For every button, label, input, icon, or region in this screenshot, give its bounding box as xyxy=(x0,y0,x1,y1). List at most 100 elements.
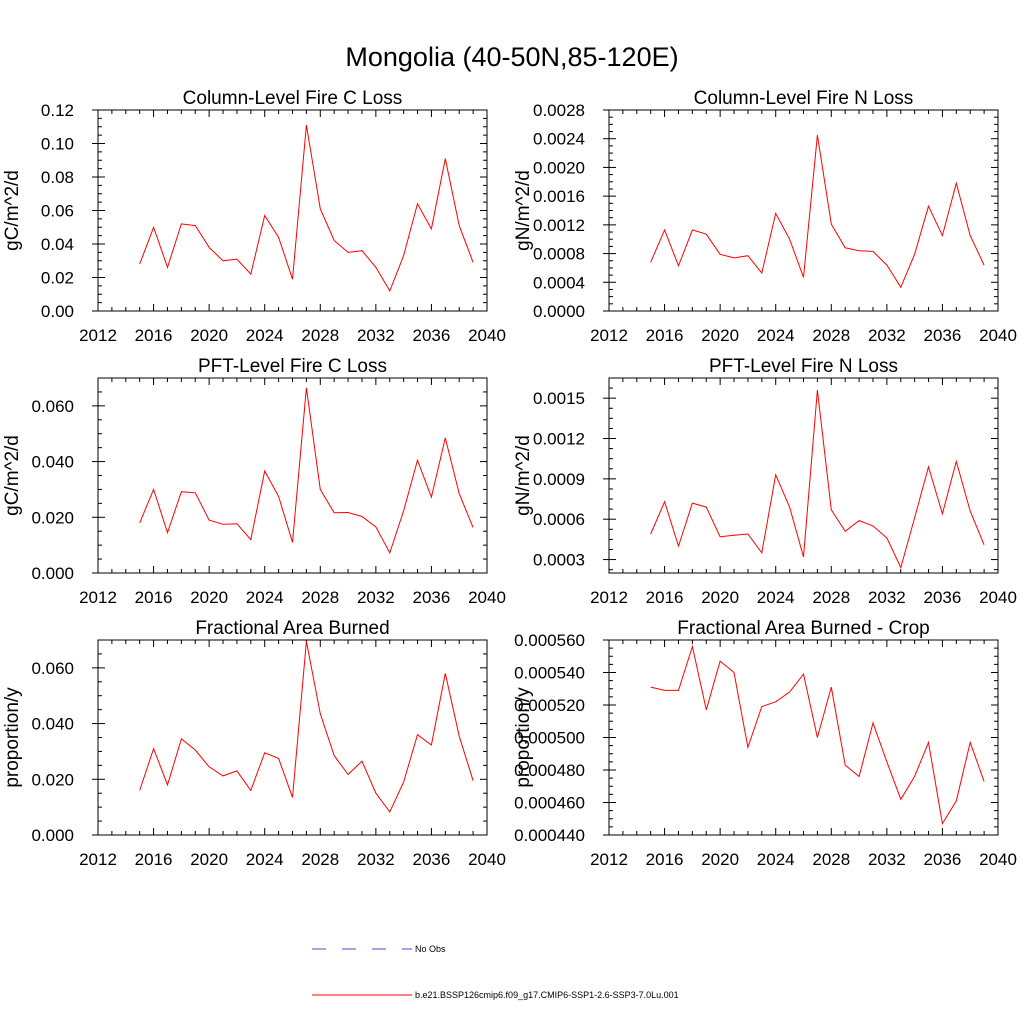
plot-frame xyxy=(97,377,488,574)
x-tick-label: 2036 xyxy=(924,850,962,869)
x-tick-label: 2012 xyxy=(79,588,117,607)
x-tick-label: 2024 xyxy=(757,326,795,345)
y-tick-label: 0.0020 xyxy=(533,158,585,177)
x-tick-label: 2012 xyxy=(590,588,628,607)
y-tick-label: 0.10 xyxy=(41,135,74,154)
y-tick-label: 0.12 xyxy=(41,101,74,120)
panel-title: Column-Level Fire N Loss xyxy=(694,88,914,109)
plot-frame xyxy=(97,639,488,836)
y-tick-label: 0.000480 xyxy=(514,761,585,780)
chart-panel-1: Column-Level Fire C Loss gC/m^2/d 2012 2016… xyxy=(2,88,506,345)
y-axis-label: proportion/y xyxy=(2,687,23,788)
legend: No Obs b.e21.BSSP126cmip6.f09_g17.CMIP6-S… xyxy=(312,944,679,1000)
y-tick-label: 0.0015 xyxy=(533,389,585,408)
x-tick-label: 2016 xyxy=(646,588,684,607)
x-tick-label: 2036 xyxy=(924,326,962,345)
x-tick-label: 2040 xyxy=(979,326,1017,345)
y-tick-label: 0.08 xyxy=(41,168,74,187)
y-tick-label: 0.0024 xyxy=(533,130,585,149)
y-tick-label: 0.000 xyxy=(31,564,74,583)
y-tick-label: 0.02 xyxy=(41,269,74,288)
x-tick-label: 2016 xyxy=(135,850,173,869)
y-axis-label: gC/m^2/d xyxy=(2,170,23,251)
series-line xyxy=(650,135,985,289)
x-tick-label: 2040 xyxy=(979,588,1017,607)
panel-title: Fractional Area Burned - Crop xyxy=(677,618,929,639)
x-tick-label: 2020 xyxy=(701,850,739,869)
chart-panel-5: Fractional Area Burned proportion/y 2012 20… xyxy=(2,618,506,869)
panel-title: Fractional Area Burned xyxy=(195,618,389,639)
x-tick-label: 2020 xyxy=(701,326,739,345)
plot-frame xyxy=(97,109,488,312)
y-tick-label: 0.0016 xyxy=(533,187,585,206)
x-tick-label: 2016 xyxy=(646,850,684,869)
x-tick-label: 2028 xyxy=(812,326,850,345)
y-axis-label: gN/m^2/d xyxy=(513,170,534,251)
series-line xyxy=(650,390,985,570)
x-tick-label: 2020 xyxy=(190,326,228,345)
x-tick-label: 2024 xyxy=(757,850,795,869)
y-tick-label: 0.000560 xyxy=(514,631,585,650)
x-tick-label: 2040 xyxy=(468,850,506,869)
y-axis-label: gC/m^2/d xyxy=(2,435,23,516)
chart-panel-6: Fractional Area Burned - Crop proportion/… xyxy=(513,618,1017,869)
chart-panel-4: PFT-Level Fire N Loss gN/m^2/d 2012 2016 202… xyxy=(513,356,1017,607)
panel-title: PFT-Level Fire C Loss xyxy=(198,356,387,377)
x-tick-label: 2032 xyxy=(357,326,395,345)
y-tick-label: 0.0028 xyxy=(533,101,585,120)
y-tick-label: 0.0009 xyxy=(533,470,585,489)
y-tick-label: 0.060 xyxy=(31,397,74,416)
x-tick-label: 2024 xyxy=(246,326,284,345)
y-tick-label: 0.06 xyxy=(41,202,74,221)
panels: Column-Level Fire C Loss gC/m^2/d 2012 2016… xyxy=(2,88,1017,869)
series-line xyxy=(139,125,474,293)
y-tick-label: 0.000460 xyxy=(514,794,585,813)
x-tick-label: 2024 xyxy=(757,588,795,607)
x-tick-label: 2028 xyxy=(301,588,339,607)
panel-title: Column-Level Fire C Loss xyxy=(183,88,403,109)
x-tick-label: 2012 xyxy=(79,850,117,869)
legend-label-1: No Obs xyxy=(415,944,446,954)
y-tick-label: 0.000440 xyxy=(514,826,585,845)
x-tick-label: 2012 xyxy=(79,326,117,345)
x-tick-label: 2036 xyxy=(413,588,451,607)
x-tick-label: 2032 xyxy=(868,326,906,345)
series-line xyxy=(139,641,474,813)
panel-title: PFT-Level Fire N Loss xyxy=(709,356,898,377)
y-axis-label: proportion/y xyxy=(513,687,534,788)
x-tick-label: 2028 xyxy=(812,588,850,607)
x-tick-label: 2028 xyxy=(301,326,339,345)
x-tick-label: 2032 xyxy=(357,850,395,869)
x-tick-label: 2036 xyxy=(413,326,451,345)
y-tick-label: 0.000500 xyxy=(514,729,585,748)
series-line xyxy=(139,387,474,555)
y-tick-label: 0.040 xyxy=(31,453,74,472)
x-tick-label: 2032 xyxy=(868,588,906,607)
x-tick-label: 2016 xyxy=(135,588,173,607)
x-tick-label: 2024 xyxy=(246,588,284,607)
x-tick-label: 2016 xyxy=(646,326,684,345)
plot-frame xyxy=(608,109,999,312)
x-tick-label: 2020 xyxy=(190,850,228,869)
x-tick-label: 2040 xyxy=(468,588,506,607)
y-tick-label: 0.0008 xyxy=(533,245,585,264)
x-tick-label: 2032 xyxy=(868,850,906,869)
y-tick-label: 0.040 xyxy=(31,715,74,734)
x-tick-label: 2028 xyxy=(812,850,850,869)
x-tick-label: 2012 xyxy=(590,850,628,869)
chart-panel-2: Column-Level Fire N Loss gN/m^2/d 2012 2016… xyxy=(513,88,1017,345)
y-tick-label: 0.0012 xyxy=(533,216,585,235)
y-tick-label: 0.0004 xyxy=(533,273,585,292)
figure-title: Mongolia (40-50N,85-120E) xyxy=(345,42,678,72)
legend-label-2: b.e21.BSSP126cmip6.f09_g17.CMIP6-SSP1-2.… xyxy=(415,990,679,1000)
y-tick-label: 0.020 xyxy=(31,508,74,527)
x-tick-label: 2024 xyxy=(246,850,284,869)
y-tick-label: 0.0003 xyxy=(533,551,585,570)
y-tick-label: 0.04 xyxy=(41,235,74,254)
plot-frame xyxy=(608,377,999,574)
x-tick-label: 2020 xyxy=(190,588,228,607)
y-tick-label: 0.0012 xyxy=(533,430,585,449)
y-tick-label: 0.0006 xyxy=(533,510,585,529)
x-tick-label: 2040 xyxy=(979,850,1017,869)
